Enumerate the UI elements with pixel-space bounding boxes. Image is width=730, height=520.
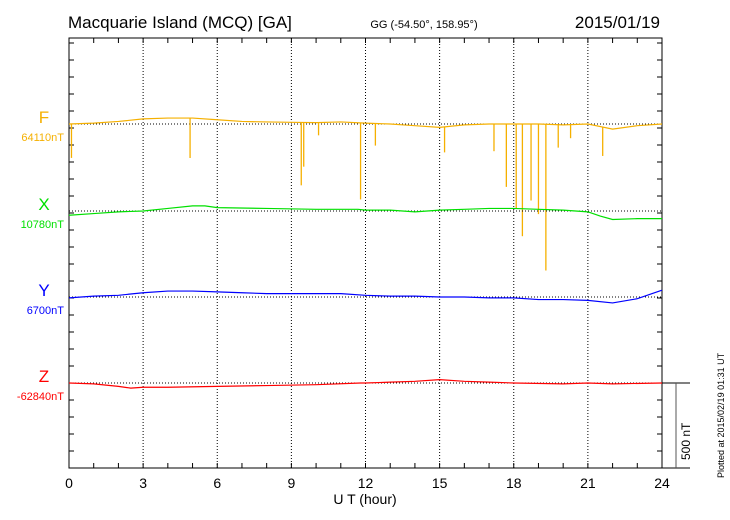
x-tick-label: 21 — [580, 475, 596, 491]
series-line-y — [68, 289, 663, 304]
x-tick-label: 12 — [358, 475, 374, 491]
x-tick-label: 0 — [65, 475, 73, 491]
x-axis-label: U T (hour) — [333, 491, 396, 507]
date: 2015/01/19 — [575, 13, 660, 32]
x-tick-label: 18 — [506, 475, 522, 491]
series-label-f: F — [39, 108, 49, 127]
scale-label: 500 nT — [679, 422, 693, 460]
x-tick-label: 9 — [287, 475, 295, 491]
baseline-value-y: 6700nT — [27, 305, 65, 317]
station-title: Macquarie Island (MCQ) [GA] — [68, 13, 292, 32]
x-tick-label: 3 — [139, 475, 147, 491]
series-line-f — [68, 117, 663, 130]
coordinates: GG (-54.50°, 158.95°) — [370, 19, 477, 31]
series-label-z: Z — [39, 367, 49, 386]
series-line-x — [68, 205, 662, 221]
x-tick-label: 15 — [432, 475, 448, 491]
baseline-value-z: -62840nT — [17, 391, 64, 403]
baseline-value-x: 10780nT — [21, 219, 65, 231]
series-label-y: Y — [38, 281, 49, 300]
plotted-at: Plotted at 2015/02/19 01:31 UT — [716, 352, 726, 478]
x-tick-label: 24 — [654, 475, 670, 491]
baseline-value-f: 64110nT — [21, 132, 64, 144]
x-tick-label: 6 — [213, 475, 221, 491]
series-line-z — [68, 378, 663, 389]
series-label-x: X — [38, 195, 49, 214]
plot-frame — [68, 37, 663, 469]
